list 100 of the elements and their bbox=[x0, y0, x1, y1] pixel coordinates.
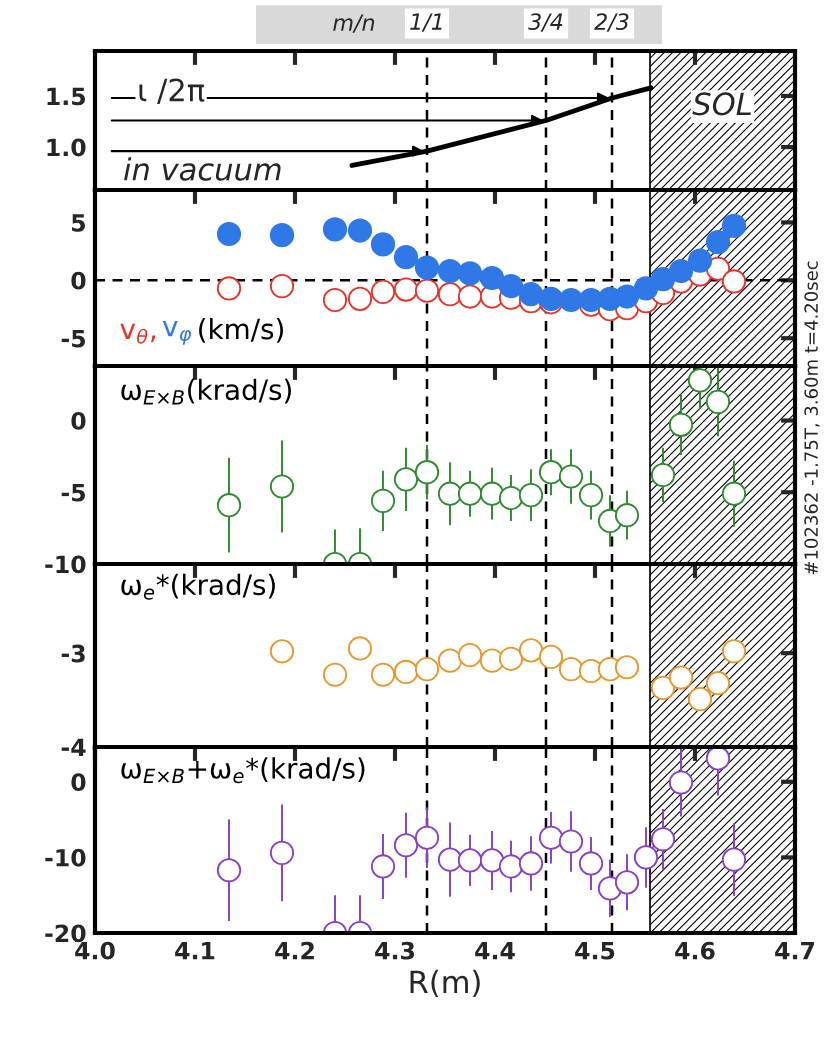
point bbox=[633, 845, 659, 870]
band-label: SOL bbox=[692, 92, 751, 116]
text: m/n bbox=[333, 14, 375, 33]
point bbox=[322, 217, 348, 242]
y-axis-title: ω$_{E×B}$(krad/s) bbox=[121, 378, 291, 405]
y-tick-label: -4 bbox=[61, 738, 86, 756]
point bbox=[705, 747, 731, 771]
point bbox=[347, 286, 373, 311]
point bbox=[414, 460, 440, 485]
text: v$_{φ}$ bbox=[162, 320, 191, 345]
y-tick-label: 5 bbox=[72, 214, 86, 232]
y-tick-label: -10 bbox=[45, 555, 86, 574]
y-tick-label: 1.5 bbox=[47, 87, 86, 106]
point bbox=[414, 657, 440, 682]
point bbox=[650, 675, 676, 700]
point bbox=[437, 258, 463, 284]
y-tick-label: -10 bbox=[45, 848, 86, 867]
point bbox=[370, 488, 396, 513]
point bbox=[322, 287, 348, 313]
point bbox=[269, 274, 295, 299]
point bbox=[393, 245, 419, 270]
x-tick-label: 4.4 bbox=[475, 942, 515, 960]
point bbox=[687, 687, 713, 712]
x-tick-label: 4.6 bbox=[675, 941, 715, 960]
y-tick-label: 0 bbox=[71, 773, 86, 792]
y-tick-label: -3 bbox=[61, 644, 85, 663]
point bbox=[393, 467, 419, 492]
point bbox=[668, 258, 694, 284]
point bbox=[347, 636, 373, 661]
point bbox=[668, 412, 694, 437]
point bbox=[269, 840, 295, 865]
point bbox=[269, 474, 295, 499]
point bbox=[393, 833, 419, 858]
point bbox=[437, 648, 463, 673]
point bbox=[479, 265, 505, 291]
point bbox=[721, 481, 747, 506]
point bbox=[370, 232, 396, 257]
point bbox=[457, 261, 483, 286]
point bbox=[269, 223, 295, 248]
x-tick-label: 4.7 bbox=[775, 942, 815, 960]
point bbox=[633, 276, 659, 301]
text: 1/1 bbox=[410, 13, 442, 32]
y-axis-title: ω$_{E×B}$+ω$_{e}$*(krad/s) bbox=[121, 757, 365, 784]
point bbox=[687, 248, 713, 273]
point bbox=[347, 218, 373, 243]
point bbox=[216, 221, 242, 247]
x-tick-label: 4.0 bbox=[75, 941, 115, 960]
point bbox=[614, 870, 640, 895]
point bbox=[578, 851, 604, 876]
point bbox=[370, 854, 396, 879]
x-tick-label: 4.5 bbox=[575, 942, 615, 960]
point bbox=[498, 854, 524, 879]
point bbox=[650, 267, 676, 292]
point bbox=[457, 481, 483, 506]
point bbox=[518, 851, 544, 876]
point bbox=[538, 825, 564, 850]
point bbox=[498, 646, 524, 671]
point bbox=[498, 274, 524, 299]
point bbox=[414, 825, 440, 850]
x-tick-label: 4.2 bbox=[275, 941, 314, 960]
point bbox=[322, 662, 348, 687]
y-tick-label: -5 bbox=[61, 484, 86, 502]
point bbox=[558, 829, 584, 854]
point bbox=[705, 389, 731, 414]
point bbox=[614, 284, 640, 309]
point bbox=[538, 644, 564, 670]
y-axis-title: ω$_{e}$*(krad/s) bbox=[121, 573, 275, 600]
point bbox=[269, 639, 295, 664]
point bbox=[668, 665, 694, 690]
point bbox=[721, 269, 747, 294]
point bbox=[668, 770, 694, 795]
annotation: ι /2π bbox=[139, 78, 205, 104]
point bbox=[216, 858, 242, 883]
point bbox=[518, 638, 544, 663]
point bbox=[216, 493, 242, 518]
point bbox=[614, 655, 640, 680]
point bbox=[518, 282, 544, 307]
point bbox=[558, 287, 584, 313]
y-tick-label: 1.0 bbox=[47, 138, 86, 157]
y-tick-label: -5 bbox=[61, 329, 86, 348]
point bbox=[216, 276, 242, 301]
point bbox=[457, 848, 483, 873]
point bbox=[538, 460, 564, 485]
point bbox=[518, 483, 544, 508]
point bbox=[721, 847, 747, 872]
point bbox=[479, 848, 505, 873]
point bbox=[705, 230, 731, 255]
point bbox=[498, 485, 524, 511]
text: #102362 -1.75T, 3.60m t=4.20sec bbox=[804, 261, 820, 575]
point bbox=[687, 368, 713, 393]
text: v$_{θ}$, bbox=[120, 323, 155, 344]
point bbox=[414, 278, 440, 303]
point bbox=[457, 642, 483, 668]
point bbox=[721, 639, 747, 664]
x-tick-label: 4.3 bbox=[375, 941, 415, 960]
annotation: in vacuum bbox=[124, 157, 281, 181]
point bbox=[414, 255, 440, 280]
point bbox=[457, 284, 483, 309]
point bbox=[721, 213, 747, 238]
y-axis-title: (km/s) bbox=[199, 318, 283, 343]
